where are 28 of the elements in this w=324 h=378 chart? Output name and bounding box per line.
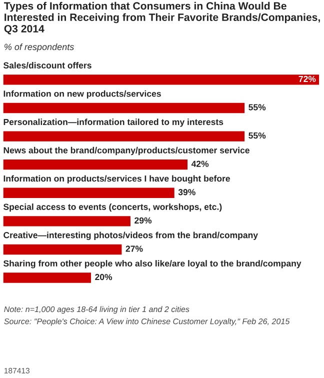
bar: [3, 188, 174, 198]
data-label: 72%: [298, 76, 316, 82]
bar: [3, 216, 130, 226]
data-label: 39%: [178, 189, 196, 196]
y-tick-label: Special access to events (concerts, workshops, etc.): [3, 204, 222, 212]
bar: [3, 74, 320, 85]
y-tick-label: Personalization—information tailored to my interests: [4, 118, 224, 127]
data-label: 29%: [134, 217, 152, 224]
text: Note: n=1,000 ages 18-64 living in tier 1 and 2 cities: [4, 306, 190, 314]
y-tick-label: Information on new products/services: [4, 90, 161, 98]
bar: [3, 160, 188, 170]
y-tick-label: Sharing from other people who also like/are loyal to the brand/company: [3, 260, 302, 268]
bar: [3, 272, 91, 283]
bar: [3, 244, 122, 255]
y-tick-label: Information on products/services I have bought before: [4, 175, 230, 184]
y-tick-label: Sales/discount offers: [3, 62, 92, 69]
y-tick-label: Creative—interesting photos/videos from the brand/company: [4, 232, 258, 240]
data-label: 42%: [191, 160, 209, 167]
chart-title: Types of Information that Consumers in China Would Be Interested in Receiving from Their Favorite Brands/Companies, Q3 2014: [4, 2, 320, 34]
bar: [3, 131, 245, 142]
source-note: Source: "People's Choice: A View into Chinese Customer Loyalty," Feb 26, 2015: [4, 318, 290, 326]
y-tick-label: News about the brand/company/products/customer service: [4, 146, 250, 156]
chart-subtitle: % of respondents: [4, 43, 74, 52]
data-label: 20%: [95, 274, 112, 280]
data-label: 55%: [248, 104, 266, 110]
bar: [3, 102, 245, 114]
data-label: 55%: [248, 132, 266, 139]
data-label: 27%: [126, 246, 143, 252]
